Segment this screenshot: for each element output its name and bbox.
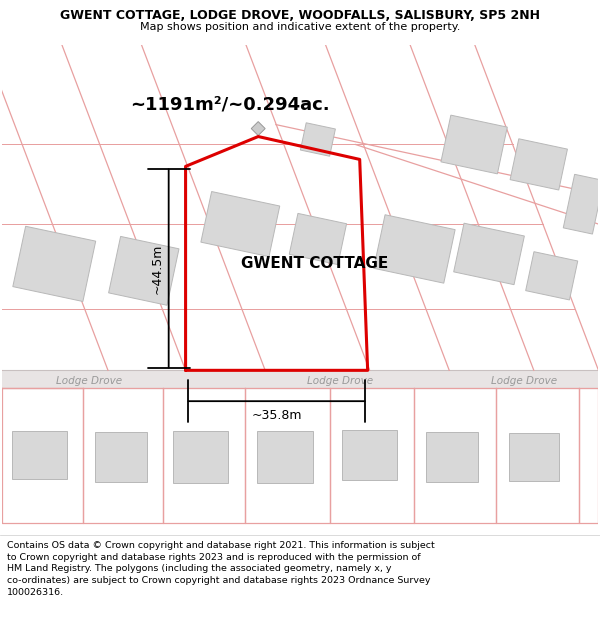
Polygon shape: [427, 432, 478, 482]
Polygon shape: [95, 432, 147, 482]
Polygon shape: [251, 122, 265, 136]
Polygon shape: [201, 191, 280, 257]
Bar: [2, 371, 598, 388]
Text: Lodge Drove: Lodge Drove: [307, 376, 373, 386]
Polygon shape: [374, 215, 455, 283]
Polygon shape: [289, 213, 347, 264]
Polygon shape: [441, 115, 507, 174]
Text: ~35.8m: ~35.8m: [251, 409, 302, 422]
Polygon shape: [563, 174, 600, 234]
Polygon shape: [301, 122, 335, 156]
Polygon shape: [109, 236, 179, 305]
Text: Map shows position and indicative extent of the property.: Map shows position and indicative extent…: [140, 22, 460, 32]
Polygon shape: [509, 433, 559, 481]
Text: GWENT COTTAGE, LODGE DROVE, WOODFALLS, SALISBURY, SP5 2NH: GWENT COTTAGE, LODGE DROVE, WOODFALLS, S…: [60, 9, 540, 22]
Polygon shape: [510, 139, 568, 190]
Text: Lodge Drove: Lodge Drove: [491, 376, 557, 386]
Polygon shape: [526, 252, 578, 300]
Text: GWENT COTTAGE: GWENT COTTAGE: [241, 256, 389, 271]
Text: ~1191m²/~0.294ac.: ~1191m²/~0.294ac.: [131, 96, 330, 114]
Polygon shape: [342, 430, 397, 480]
Text: Lodge Drove: Lodge Drove: [56, 376, 122, 386]
Polygon shape: [454, 223, 524, 284]
Text: Contains OS data © Crown copyright and database right 2021. This information is : Contains OS data © Crown copyright and d…: [7, 541, 435, 597]
Polygon shape: [257, 431, 313, 482]
Polygon shape: [12, 431, 67, 479]
Polygon shape: [173, 431, 228, 482]
Polygon shape: [13, 226, 96, 301]
Text: ~44.5m: ~44.5m: [150, 243, 163, 294]
